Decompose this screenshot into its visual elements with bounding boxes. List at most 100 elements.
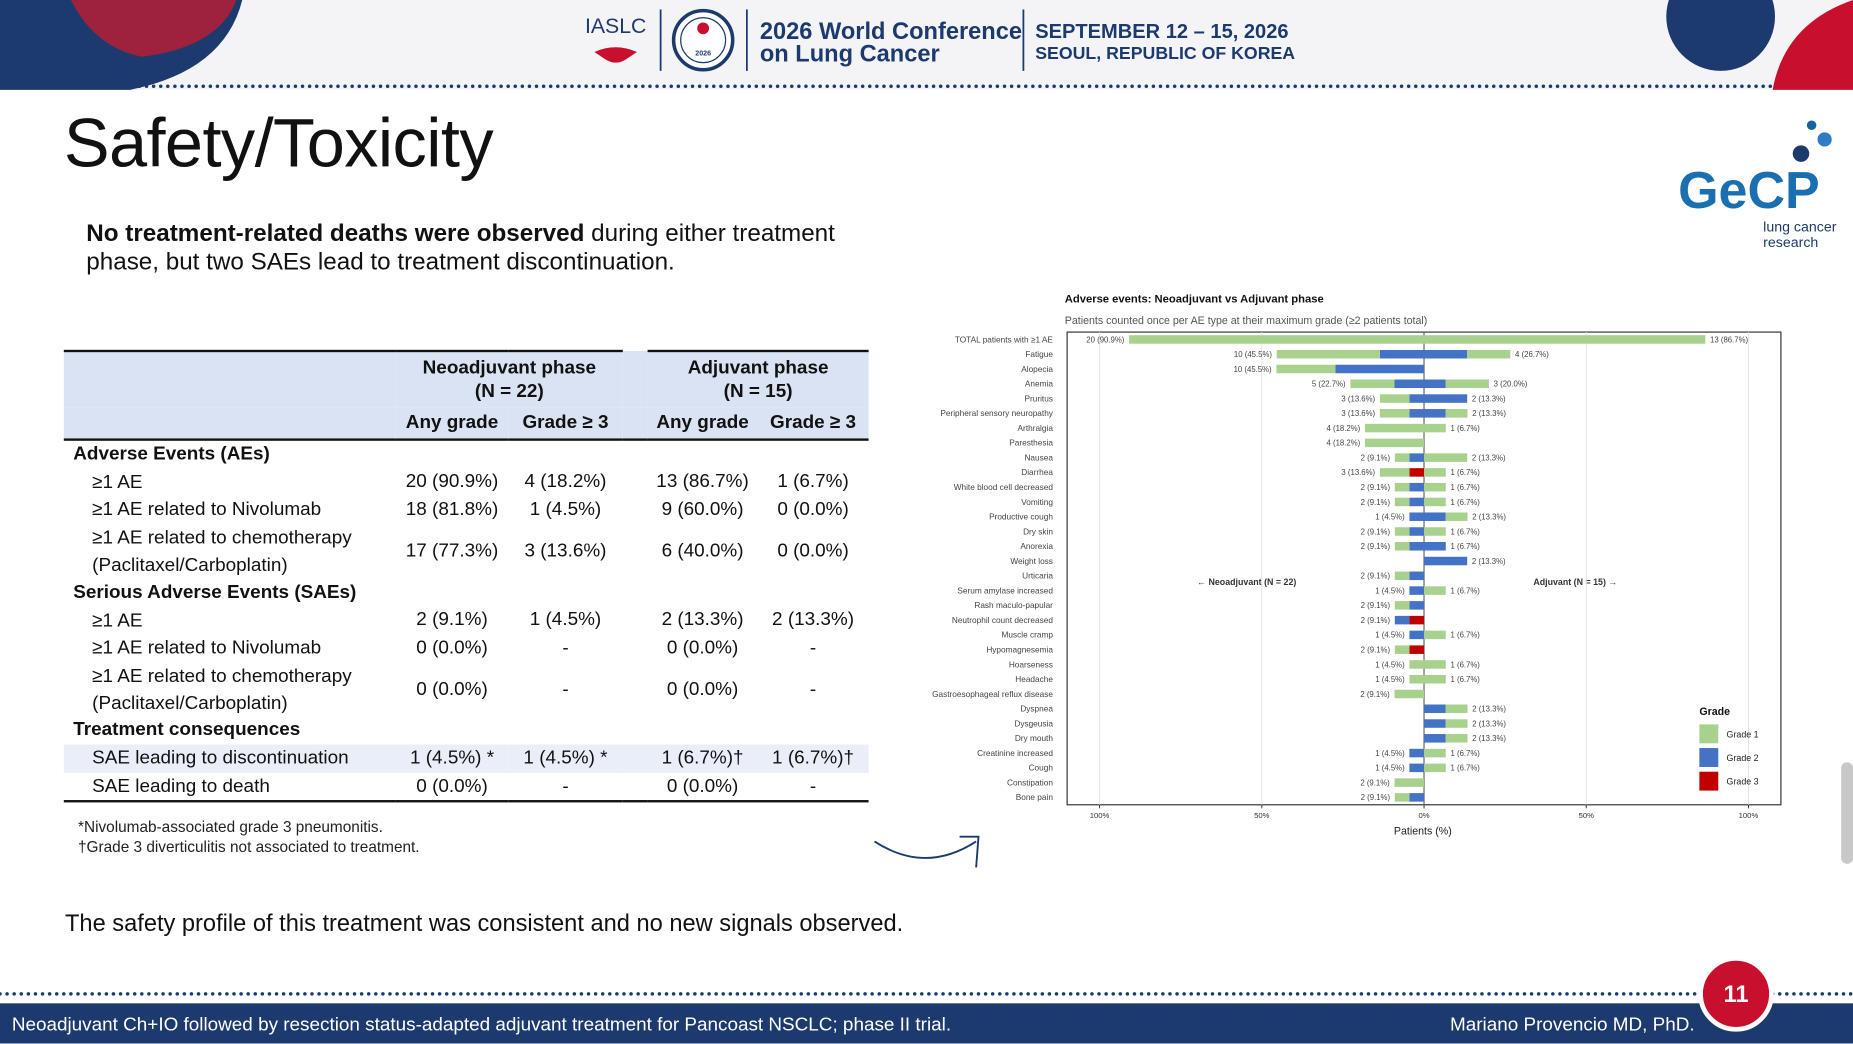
row-label: SAE leading to death	[63, 772, 396, 803]
bar-segment	[1424, 527, 1446, 536]
cell: 17 (77.3%)	[405, 540, 499, 562]
footnote: *Nivolumab-associated grade 3 pneumoniti…	[77, 817, 383, 836]
header-gap	[622, 407, 648, 441]
chart: Adverse events: Neoadjuvant vs Adjuvant …	[932, 294, 1782, 837]
x-tick-label: 0%	[1418, 811, 1429, 820]
bar-segment	[1409, 482, 1425, 492]
bar-segment	[1409, 542, 1425, 551]
bar-segment	[1424, 512, 1446, 521]
bar-segment	[1409, 793, 1425, 802]
intro-text: during either treatment phase, but two S…	[86, 219, 835, 276]
table-row: Adverse Events (AEs)	[64, 440, 869, 469]
bar-segment	[1424, 719, 1446, 728]
legend-label: Grade 3	[1727, 777, 1759, 787]
x-tick-label: 50%	[1579, 811, 1595, 820]
value-label: 2 (9.1%)	[1360, 778, 1390, 787]
bar-segment	[1409, 763, 1425, 773]
category-label: Neutrophil count decreased	[952, 616, 1053, 625]
bar-segment	[1445, 734, 1468, 743]
logo-tagline: lung cancer	[1763, 220, 1837, 236]
x-axis-label: Patients (%)	[1394, 825, 1452, 837]
footnote: †Grade 3 diverticulitis not associated t…	[77, 837, 420, 856]
cell-gap	[623, 635, 648, 663]
chart-title: Adverse events: Neoadjuvant vs Adjuvant …	[1065, 294, 1324, 306]
bar-segment	[1445, 719, 1468, 728]
value-label: 2 (9.1%)	[1361, 616, 1391, 625]
category-label: Hypomagnesemia	[986, 646, 1053, 655]
x-tick-label: 50%	[1254, 811, 1270, 820]
cell-gap	[622, 744, 648, 773]
value-label: 4 (26.7%)	[1515, 350, 1549, 359]
bar-segment	[1424, 542, 1446, 551]
bar-segment	[1424, 763, 1446, 773]
bar-segment	[1424, 349, 1468, 359]
bar-segment	[1424, 556, 1468, 566]
bar-segment	[1424, 468, 1446, 477]
safety-table: Neoadjuvant phase (N = 22) Adjuvant phase…	[63, 349, 869, 803]
footer-text: Neoadjuvant Ch+IO followed by resection …	[12, 1014, 951, 1035]
bar-segment	[1409, 630, 1425, 640]
logo-dot	[1817, 132, 1832, 147]
row-label: ≥1 AE	[92, 472, 143, 493]
cell: 13 (86.7%)	[656, 471, 749, 493]
value-label: 1 (4.5%)	[1375, 764, 1405, 773]
table-row: SAE leading to death 0 (0.0%) -0 (0.0%) -	[63, 772, 869, 803]
category-label: Hoarseness	[1009, 660, 1053, 669]
table-row: ≥1 AE 20 (90.9%) 4 (18.2%) 13 (86.7%) 1 (6.7…	[64, 469, 869, 497]
header-gap	[622, 350, 648, 408]
value-label: 2 (9.1%)	[1361, 453, 1391, 462]
legend-swatch	[1699, 771, 1719, 791]
value-label: 20 (90.9%)	[1086, 335, 1124, 344]
value-label: 1 (6.7%)	[1450, 468, 1480, 477]
category-label: Arthralgia	[1018, 424, 1054, 433]
row-label: ≥1 AE related to Nivolumab	[92, 638, 322, 659]
value-label: 3 (20.0%)	[1494, 380, 1528, 389]
value-label: 1 (6.7%)	[1450, 764, 1480, 773]
cell: 0 (0.0%)	[416, 637, 488, 658]
cell: 0 (0.0%)	[777, 499, 849, 520]
bar-segment	[1424, 660, 1446, 669]
cell: 0 (0.0%)	[777, 540, 849, 562]
subheader: Any grade	[647, 407, 758, 441]
conference-logo	[671, 8, 735, 72]
category-label: Headache	[1015, 675, 1053, 684]
annotation: Adjuvant (N = 15) →	[1533, 577, 1617, 587]
cell: 1 (6.7%)	[777, 471, 849, 493]
cell: -	[508, 772, 623, 803]
value-label: 1 (4.5%)	[1375, 749, 1405, 758]
cell: 9 (60.0%)	[661, 499, 744, 520]
value-label: 1 (6.7%)	[1450, 631, 1480, 640]
bar-segment	[1276, 349, 1380, 359]
legend-label: Grade 1	[1727, 729, 1759, 739]
row-label: SAE leading to discontinuation	[63, 744, 396, 773]
value-label: 1 (6.7%)	[1450, 586, 1480, 595]
x-tick-label: 100%	[1090, 811, 1110, 820]
bar-segment	[1424, 497, 1446, 507]
table-row: Treatment consequences	[64, 717, 869, 745]
bar-segment	[1467, 349, 1511, 359]
conference-logo-dot	[697, 22, 710, 35]
category-label: Bone pain	[1016, 793, 1054, 802]
footer-author: Mariano Provencio MD, PhD.	[1450, 1014, 1695, 1035]
logo-name: GeCP	[1678, 162, 1820, 220]
scrollbar	[1841, 762, 1853, 864]
value-label: 2 (9.1%)	[1361, 498, 1391, 507]
bar-segment	[1394, 542, 1410, 551]
category-label: Diarrhea	[1021, 468, 1053, 477]
bar-segment	[1394, 793, 1410, 802]
section-label: Treatment consequences	[73, 720, 301, 741]
annotation: ← Neoadjuvant (N = 22)	[1197, 577, 1296, 587]
cell: 1 (4.5%)	[529, 499, 602, 520]
bar-segment	[1409, 512, 1425, 521]
value-label: 2 (13.3%)	[1472, 719, 1506, 728]
row-label: ≥1 AE related to chemotherapy (Paclitaxe…	[92, 665, 352, 714]
bar-segment	[1409, 601, 1425, 610]
subheader: Grade ≥ 3	[757, 407, 869, 441]
value-label: 1 (4.5%)	[1375, 660, 1405, 669]
bar-segment	[1409, 497, 1425, 507]
bar-segment	[1409, 660, 1425, 669]
row-label: ≥1 AE	[92, 610, 143, 631]
conference-name: 2026 World Conference	[760, 19, 1022, 45]
